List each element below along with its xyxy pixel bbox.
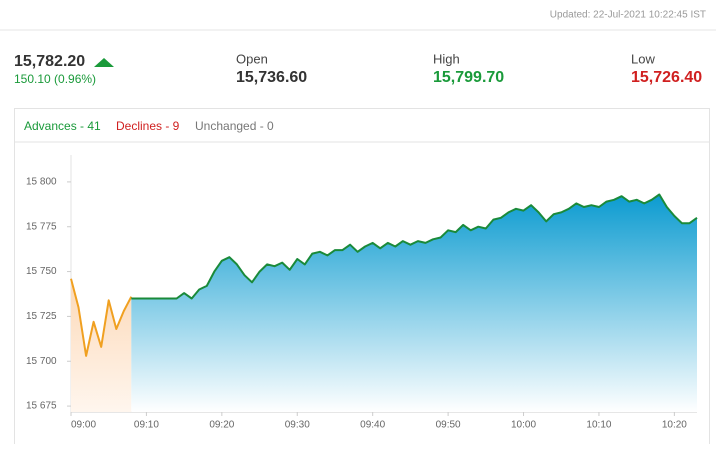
x-tick-label: 09:30 [285,420,310,431]
high-label: High [433,51,460,66]
x-tick-label: 09:00 [71,420,96,431]
change: 150.10 (0.96%) [14,72,96,86]
low-label: Low [631,51,655,66]
plot: 15 675 15 700 15 725 15 750 15 775 15 800 09:0… [26,155,698,431]
declines: Declines - 9 [116,119,180,133]
y-tick-label: 15 675 [26,401,57,412]
x-tick-label: 10:20 [662,420,687,431]
x-tick-label: 09:10 [134,420,159,431]
y-tick-label: 15 800 [26,177,57,188]
up-arrow [94,58,114,67]
x-tick-label: 09:40 [360,420,385,431]
area [71,278,132,412]
x-tick-label: 09:50 [436,420,461,431]
y-tick-label: 15 750 [26,266,57,277]
last-price: 15,782.20 [14,53,85,70]
line [131,193,698,300]
advances: Advances - 41 [24,119,101,133]
y-tick-label: 15 700 [26,356,57,367]
area [131,194,698,412]
line [70,278,133,357]
open-label: Open [236,51,268,66]
unchanged: Unchanged - 0 [195,119,274,133]
low-value: 15,726.40 [631,69,702,86]
y-tick-label: 15 775 [26,221,57,232]
y-tick-label: 15 725 [26,311,57,322]
x-tick-label: 10:00 [511,420,536,431]
high-value: 15,799.70 [433,69,504,86]
updated: Updated: 22-Jul-2021 10:22:45 IST [550,10,706,21]
x-tick-label: 10:10 [586,420,611,431]
x-tick-label: 09:20 [209,420,234,431]
open-value: 15,736.60 [236,69,307,86]
